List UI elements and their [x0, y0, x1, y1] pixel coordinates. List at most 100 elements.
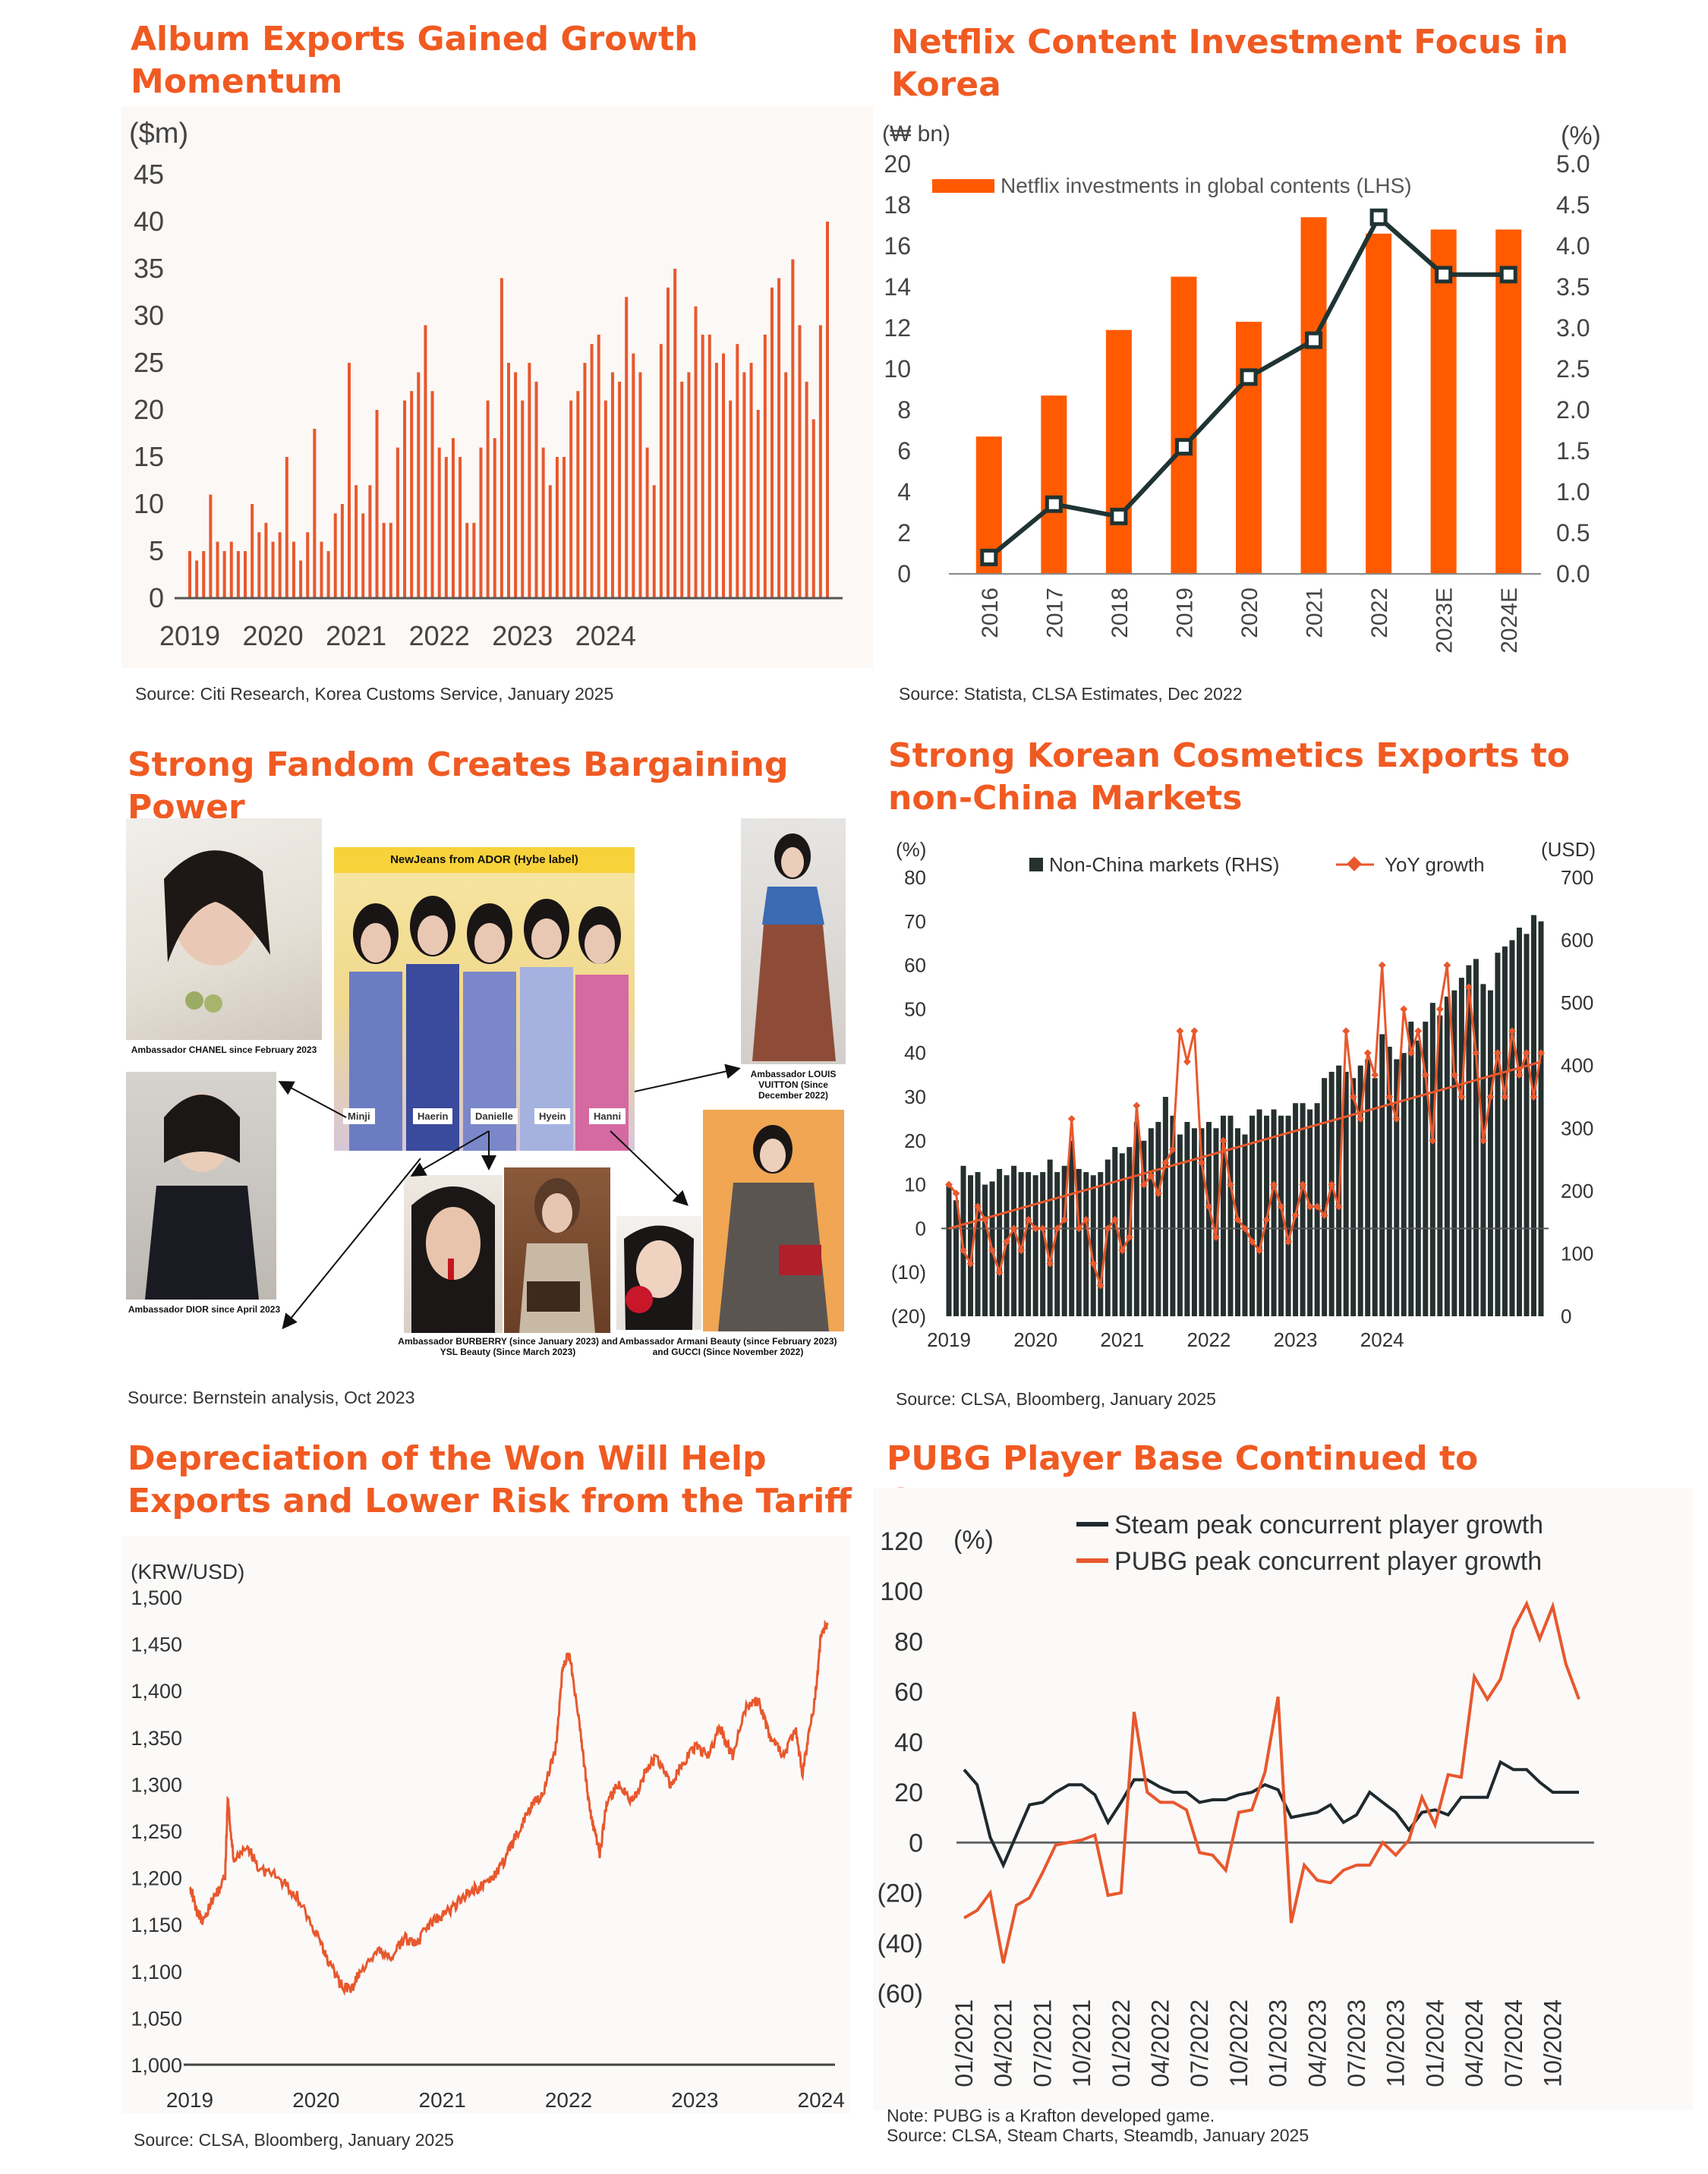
ysl-ambassador-photo — [504, 1167, 610, 1333]
cosmetics-ytick-left: 40 — [904, 1041, 926, 1064]
armani-caption: Ambassador Armani Beauty (since February… — [619, 1336, 837, 1357]
gucci-ambassador-photo — [703, 1110, 844, 1331]
album-bar — [403, 400, 407, 598]
album-bar — [791, 259, 795, 598]
cosmetics-ytick-left: 10 — [904, 1174, 926, 1196]
cosmetics-bar — [1026, 1172, 1032, 1316]
cosmetics-yoy-marker — [1147, 1172, 1155, 1180]
cosmetics-xtick-label: 2019 — [927, 1328, 971, 1351]
cosmetics-yoy-marker — [1407, 1049, 1415, 1057]
cosmetics-bar — [997, 1168, 1003, 1316]
won-xtick-label: 2024 — [798, 2088, 845, 2112]
cosmetics-ytick-left: (10) — [891, 1261, 926, 1284]
pubg-xtick-label: 10/2022 — [1225, 1999, 1253, 2087]
won-xtick-label: 2022 — [545, 2088, 592, 2112]
cosmetics-bar — [1401, 1053, 1407, 1316]
armani-ambassador-photo — [616, 1216, 701, 1330]
netflix-line-marker — [1240, 368, 1258, 386]
cosmetics-bar — [1119, 1153, 1125, 1316]
netflix-ytick-right: 4.5 — [1556, 191, 1590, 219]
cosmetics-bar — [1307, 1109, 1313, 1316]
cosmetics-bar — [1328, 1071, 1335, 1316]
album-bar — [805, 381, 808, 598]
pubg-xtick-label: 10/2021 — [1068, 1999, 1095, 2087]
album-bar — [271, 541, 275, 598]
netflix-xtick-label: 2022 — [1367, 588, 1392, 638]
cosmetics-bar — [1076, 1168, 1082, 1316]
album-ytick-label: 15 — [134, 441, 164, 472]
album-bar — [714, 363, 718, 598]
cosmetics-bar — [1516, 928, 1522, 1316]
cosmetics-yoy-marker — [1082, 1215, 1090, 1224]
cosmetics-ytick-left: 60 — [904, 954, 926, 977]
album-bar — [798, 325, 802, 598]
cosmetics-yoy-marker — [1262, 1215, 1271, 1224]
pubg-xtick-label: 01/2023 — [1265, 1999, 1292, 2087]
cosmetics-xtick-label: 2022 — [1187, 1328, 1231, 1351]
album-bar — [236, 551, 240, 598]
album-xtick-label: 2023 — [492, 620, 553, 651]
netflix-title: Netflix Content Investment Focus in Kore… — [891, 23, 1569, 104]
cosmetics-bar — [1227, 1115, 1234, 1316]
album-bar — [459, 457, 462, 598]
cosmetics-ytick-right: 400 — [1561, 1054, 1593, 1077]
cosmetics-yoy-marker — [1342, 1027, 1350, 1035]
album-bar — [361, 513, 365, 598]
netflix-bar — [1105, 329, 1132, 574]
cosmetics-yoy-marker — [1328, 1180, 1336, 1189]
album-title: Album Exports Gained Growth Momentum — [131, 20, 698, 101]
netflix-ytick-left: 6 — [897, 437, 911, 465]
netflix-line-marker — [1174, 438, 1193, 456]
pubg-xtick-label: 07/2022 — [1186, 1999, 1213, 2087]
fandom-collage: Ambassador CHANEL since February 2023 Am… — [124, 818, 846, 1372]
cosmetics-bar — [1386, 1046, 1392, 1316]
album-bar — [603, 400, 607, 598]
pubg-xtick-label: 07/2021 — [1029, 1999, 1056, 2087]
pubg-xtick-label: 07/2023 — [1343, 1999, 1370, 2087]
album-bar — [742, 372, 746, 598]
album-bar — [590, 344, 594, 598]
album-bar — [680, 381, 684, 598]
cosmetics-bar — [1300, 1103, 1306, 1316]
netflix-line-marker — [1045, 495, 1063, 513]
fandom-source: Source: Bernstein analysis, Oct 2023 — [128, 1388, 415, 1407]
netflix-chart: (₩ bn) (%) 0 2 4 6 8 10 12 14 16 18 20 0.0 0.5 1.0 1.5 2.… — [882, 121, 1601, 654]
pubg-ytick-label: (40) — [878, 1930, 923, 1958]
album-bar — [333, 513, 337, 598]
pubg-xtick-label: 04/2021 — [990, 1999, 1017, 2087]
album-bar — [479, 447, 483, 598]
album-bar — [340, 504, 344, 598]
cosmetics-bar — [1473, 959, 1479, 1316]
album-bar — [417, 372, 421, 598]
album-chart: ($m) 0 5 10 15 20 25 30 35 40 45 2019 2020 2021 2022 20… — [121, 106, 873, 668]
cosmetics-yoy-marker — [1299, 1180, 1307, 1189]
album-bar — [563, 457, 566, 598]
album-bar — [451, 438, 455, 598]
cosmetics-bar — [1278, 1115, 1284, 1316]
cosmetics-bar — [1365, 1059, 1371, 1316]
album-bar — [528, 363, 531, 598]
netflix-bar — [1430, 229, 1457, 574]
album-bar — [632, 353, 635, 598]
cosmetics-yoy-marker — [1227, 1180, 1234, 1189]
cosmetics-chart: (%) (USD) (20) (10) 0 10 20 30 40 50 60 70 80 0 100 200… — [891, 838, 1596, 1351]
album-bar — [555, 457, 559, 598]
netflix-xtick-label: 2017 — [1042, 588, 1067, 638]
won-ytick-label: 1,300 — [131, 1773, 182, 1796]
cosmetics-yoy-marker — [1371, 1071, 1379, 1079]
pubg-xtick-label: 07/2024 — [1500, 1999, 1527, 2087]
cosmetics-yoy-marker — [1205, 1202, 1213, 1211]
netflix-ytick-left: 8 — [897, 396, 911, 424]
cosmetics-yoy-marker — [1139, 1180, 1148, 1189]
album-ylabel: ($m) — [129, 118, 188, 150]
album-bar — [569, 400, 573, 598]
netflix-ytick-right: 2.5 — [1556, 355, 1590, 383]
album-bar — [430, 391, 434, 598]
album-bar — [521, 400, 525, 598]
cosmetics-bar — [1293, 1103, 1299, 1316]
cosmetics-bar — [1170, 1115, 1176, 1316]
chanel-ambassador-photo — [126, 818, 322, 1040]
album-bar — [424, 325, 427, 598]
album-bar — [534, 381, 538, 598]
cosmetics-bar — [1502, 946, 1508, 1316]
